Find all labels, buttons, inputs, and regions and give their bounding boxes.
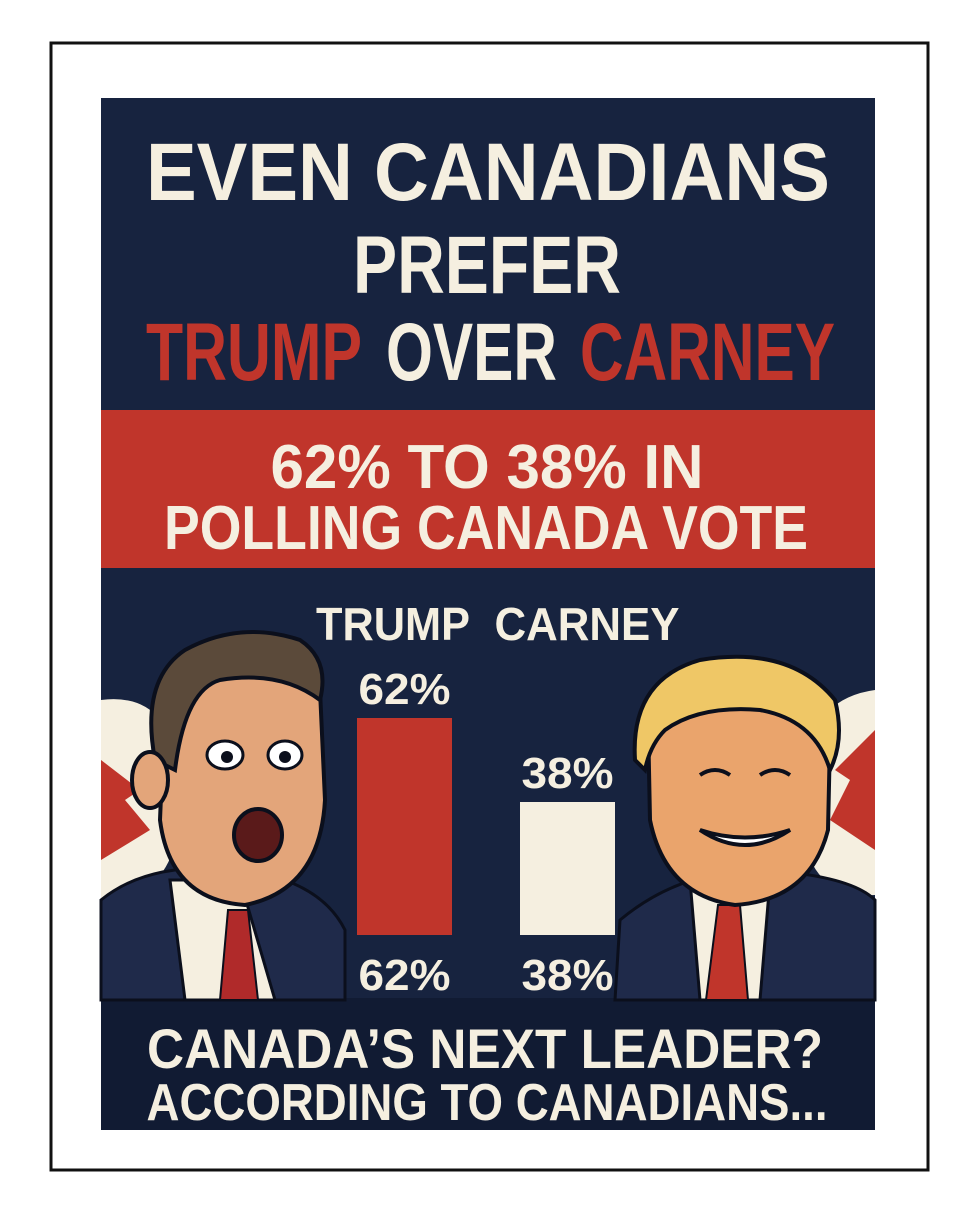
bar [520, 802, 615, 935]
right-figure [613, 654, 877, 1002]
banner-line: 62% TO 38% IN [271, 433, 704, 502]
footer-line: CANADA’S NEXT LEADER? [147, 1017, 823, 1080]
title-name: CARNEY [580, 307, 835, 398]
bar-chart: TRUMP 62% 62% CARNEY 38% 38% [316, 598, 680, 1000]
value-label: 62% [359, 665, 451, 714]
bar [357, 718, 452, 935]
banner-line: POLLING CANADA VOTE [164, 494, 808, 563]
footer-band [101, 998, 875, 1130]
title-line: PREFER [353, 220, 621, 311]
title-word: OVER [386, 307, 557, 398]
category-label: CARNEY [495, 598, 680, 650]
value-label: 62% [359, 951, 451, 1000]
footer-line: ACCORDING TO CANADIANS... [147, 1074, 828, 1132]
title-name: TRUMP [146, 307, 362, 398]
title-line: EVEN CANADIANS [146, 127, 830, 218]
category-label: TRUMP [316, 598, 470, 650]
value-label: 38% [522, 749, 614, 798]
left-figure [99, 630, 347, 1002]
banner-band [101, 410, 875, 568]
value-label: 38% [522, 951, 614, 1000]
